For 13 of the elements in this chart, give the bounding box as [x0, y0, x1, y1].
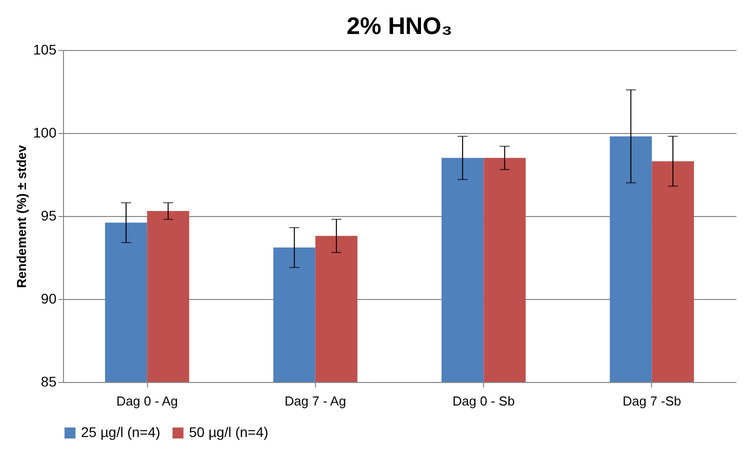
x-tick-label: Dag 7 -Sb — [622, 394, 682, 408]
x-tick-label: Dag 0 - Ag — [116, 394, 178, 408]
x-tick-label: Dag 0 - Sb — [452, 394, 515, 408]
y-axis-title: Rendement (%) ± stdev — [14, 144, 30, 288]
y-tick-label: 95 — [40, 208, 57, 224]
y-tick-label: 90 — [40, 290, 57, 306]
y-tick-label: 100 — [33, 124, 57, 140]
y-tick-label: 85 — [40, 374, 57, 390]
chart-title: 2% HNO₃ — [346, 13, 452, 40]
legend-label: 25 µg/l (n=4) — [81, 424, 160, 440]
y-tick-label: 105 — [33, 42, 57, 58]
legend-label: 50 µg/l (n=4) — [189, 424, 268, 440]
x-tick-label: Dag 7 - Ag — [284, 394, 346, 408]
